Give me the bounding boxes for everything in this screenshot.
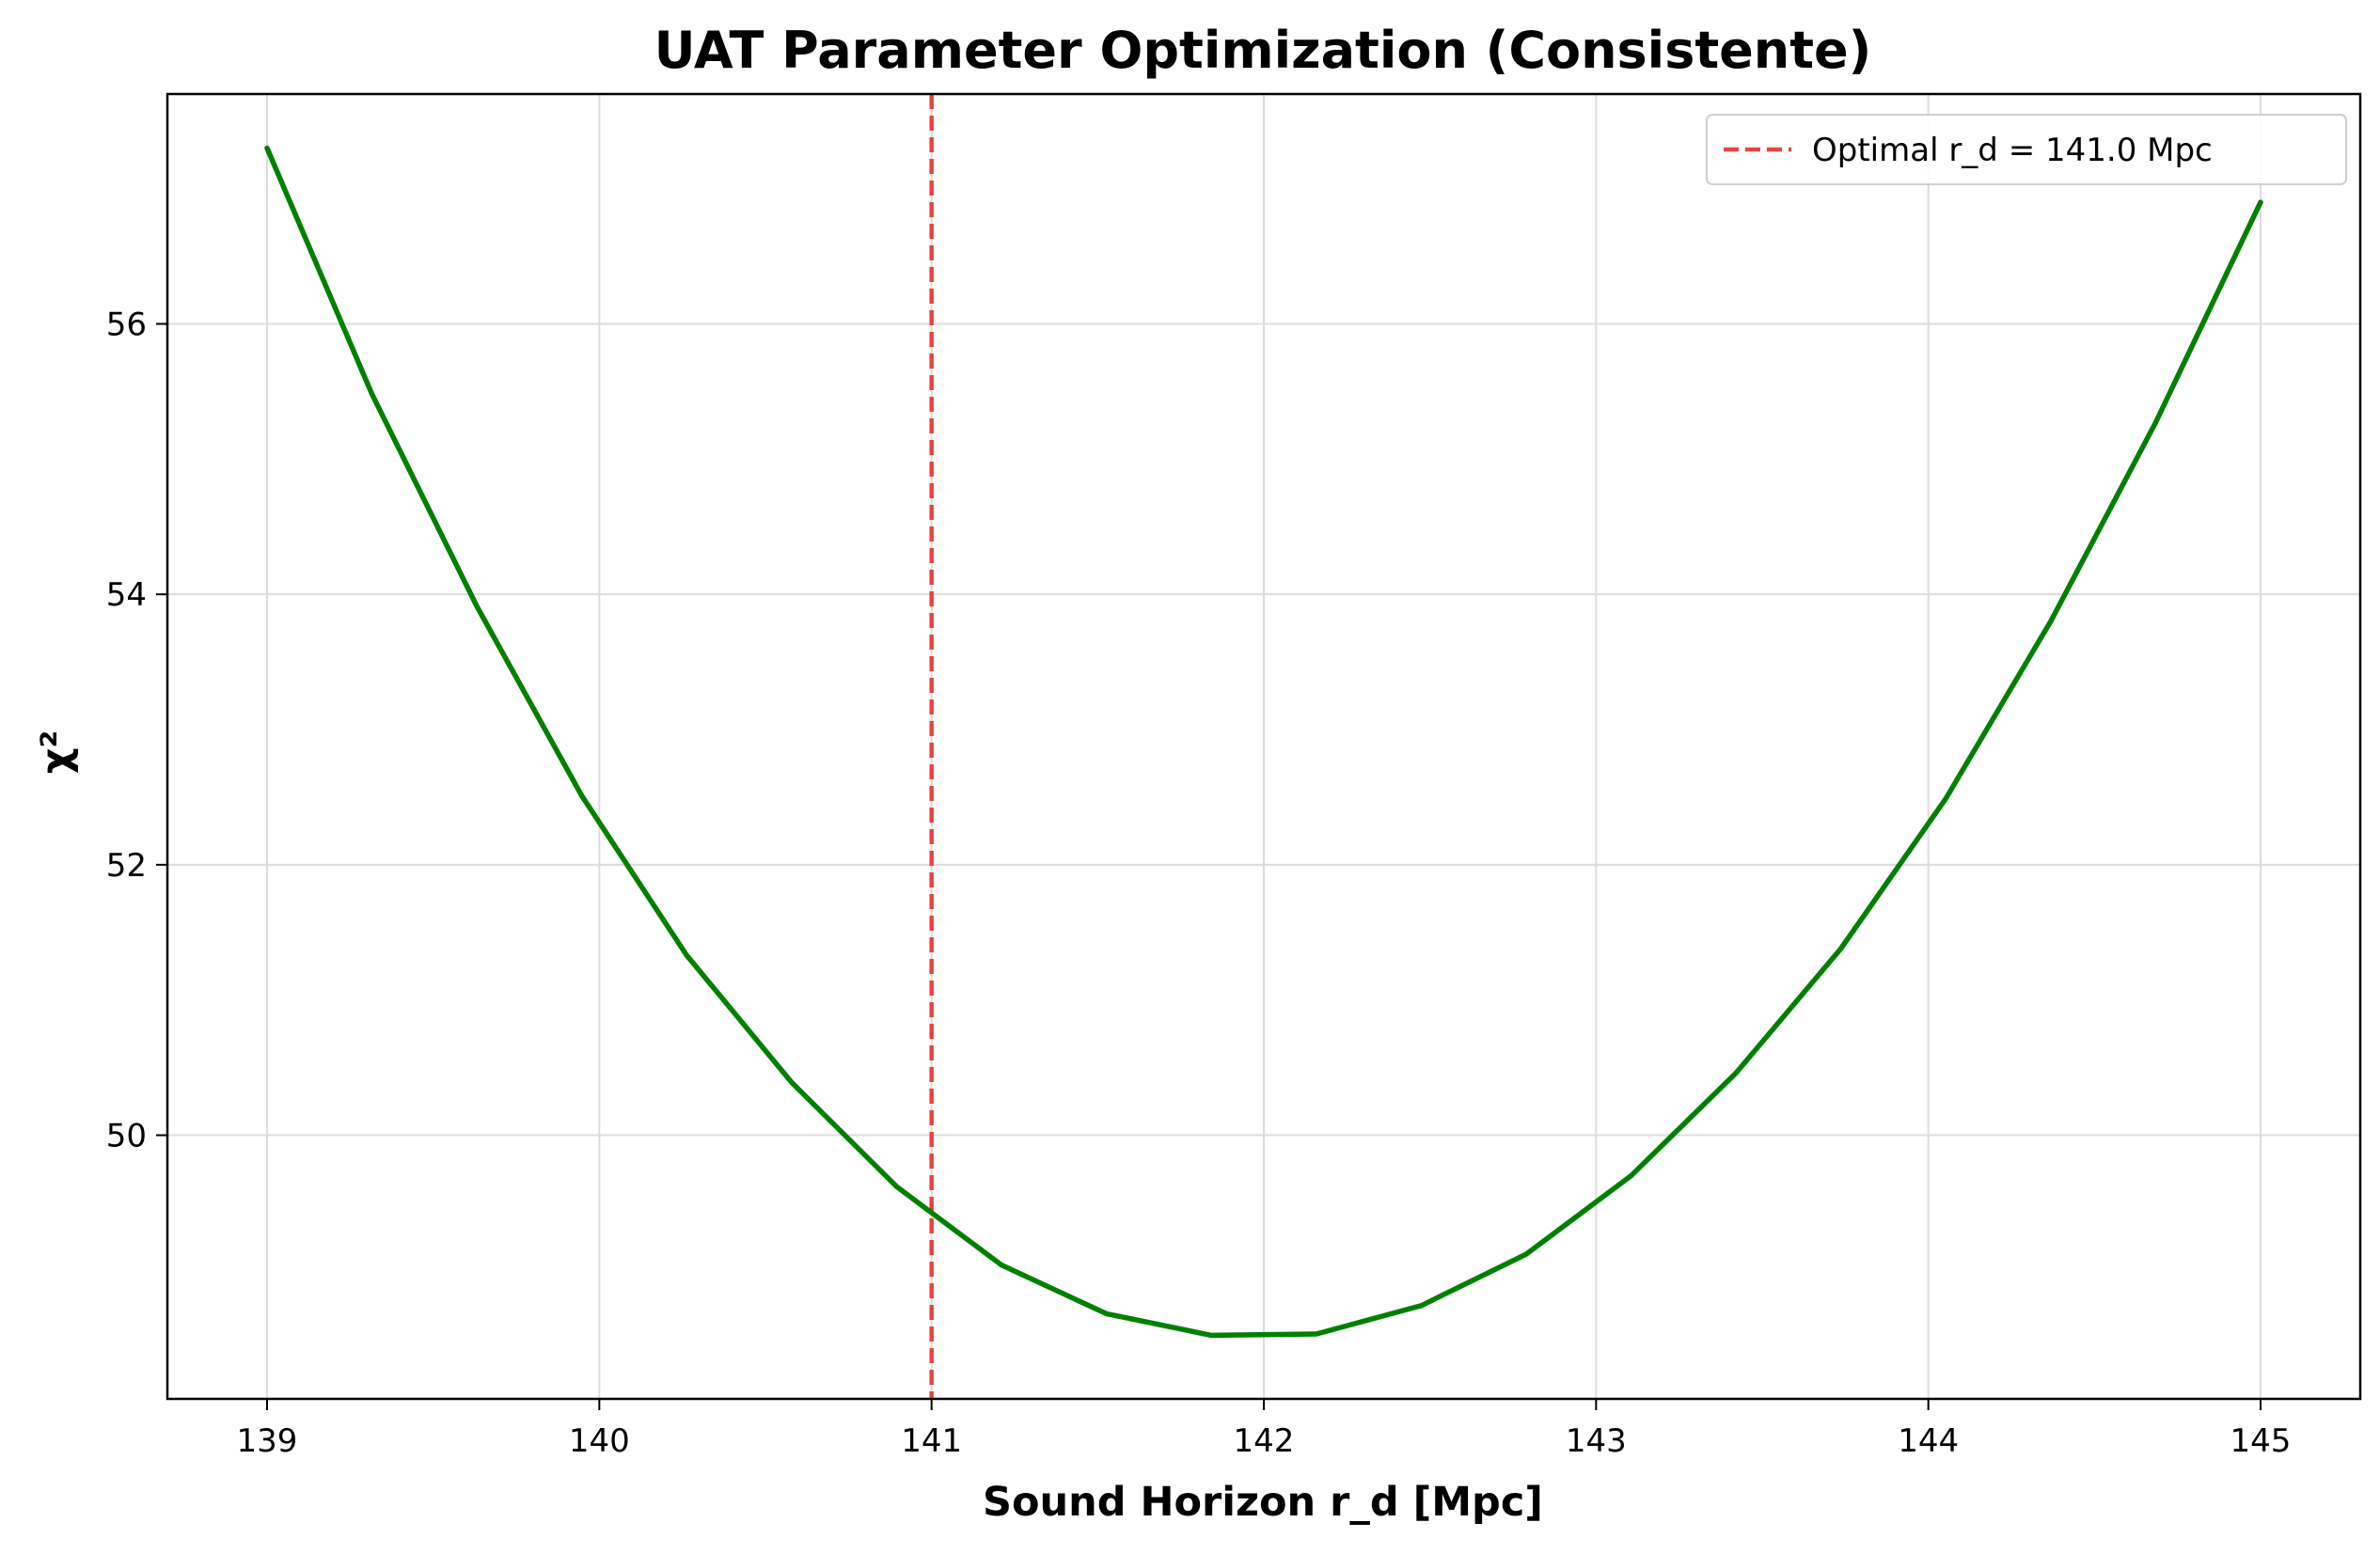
x-tick-label: 144 [1898, 1422, 1959, 1460]
x-axis-label: Sound Horizon r_d [Mpc] [983, 1479, 1543, 1526]
legend-box [1706, 114, 2347, 185]
y-axis-label: χ² [33, 730, 80, 775]
legend-label: Optimal r_d = 141.0 Mpc [1812, 132, 2213, 169]
x-tick-label: 141 [901, 1422, 962, 1460]
series-group [264, 145, 2263, 1339]
x-tick-label: 143 [1566, 1422, 1627, 1460]
y-tick-label: 56 [106, 306, 147, 344]
legend: Optimal r_d = 141.0 Mpc [1706, 114, 2347, 185]
chi-squared-line [264, 145, 2263, 1339]
x-tick-label: 140 [569, 1422, 630, 1460]
x-tick-label: 139 [237, 1422, 298, 1460]
y-tick-label: 52 [106, 847, 147, 885]
y-tick-label: 54 [106, 576, 147, 614]
chart-title: UAT Parameter Optimization (Consistente) [654, 21, 1872, 80]
x-tick-label: 145 [2230, 1422, 2292, 1460]
y-tick-label: 50 [106, 1118, 147, 1155]
y-axis-ticks: 50 52 54 56 [106, 306, 167, 1155]
x-tick-label: 142 [1234, 1422, 1295, 1460]
x-axis-ticks: 139 140 141 142 143 144 145 [237, 1399, 2292, 1460]
